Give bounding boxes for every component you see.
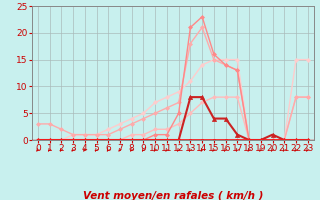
Text: Vent moyen/en rafales ( km/h ): Vent moyen/en rafales ( km/h ) xyxy=(83,191,263,200)
